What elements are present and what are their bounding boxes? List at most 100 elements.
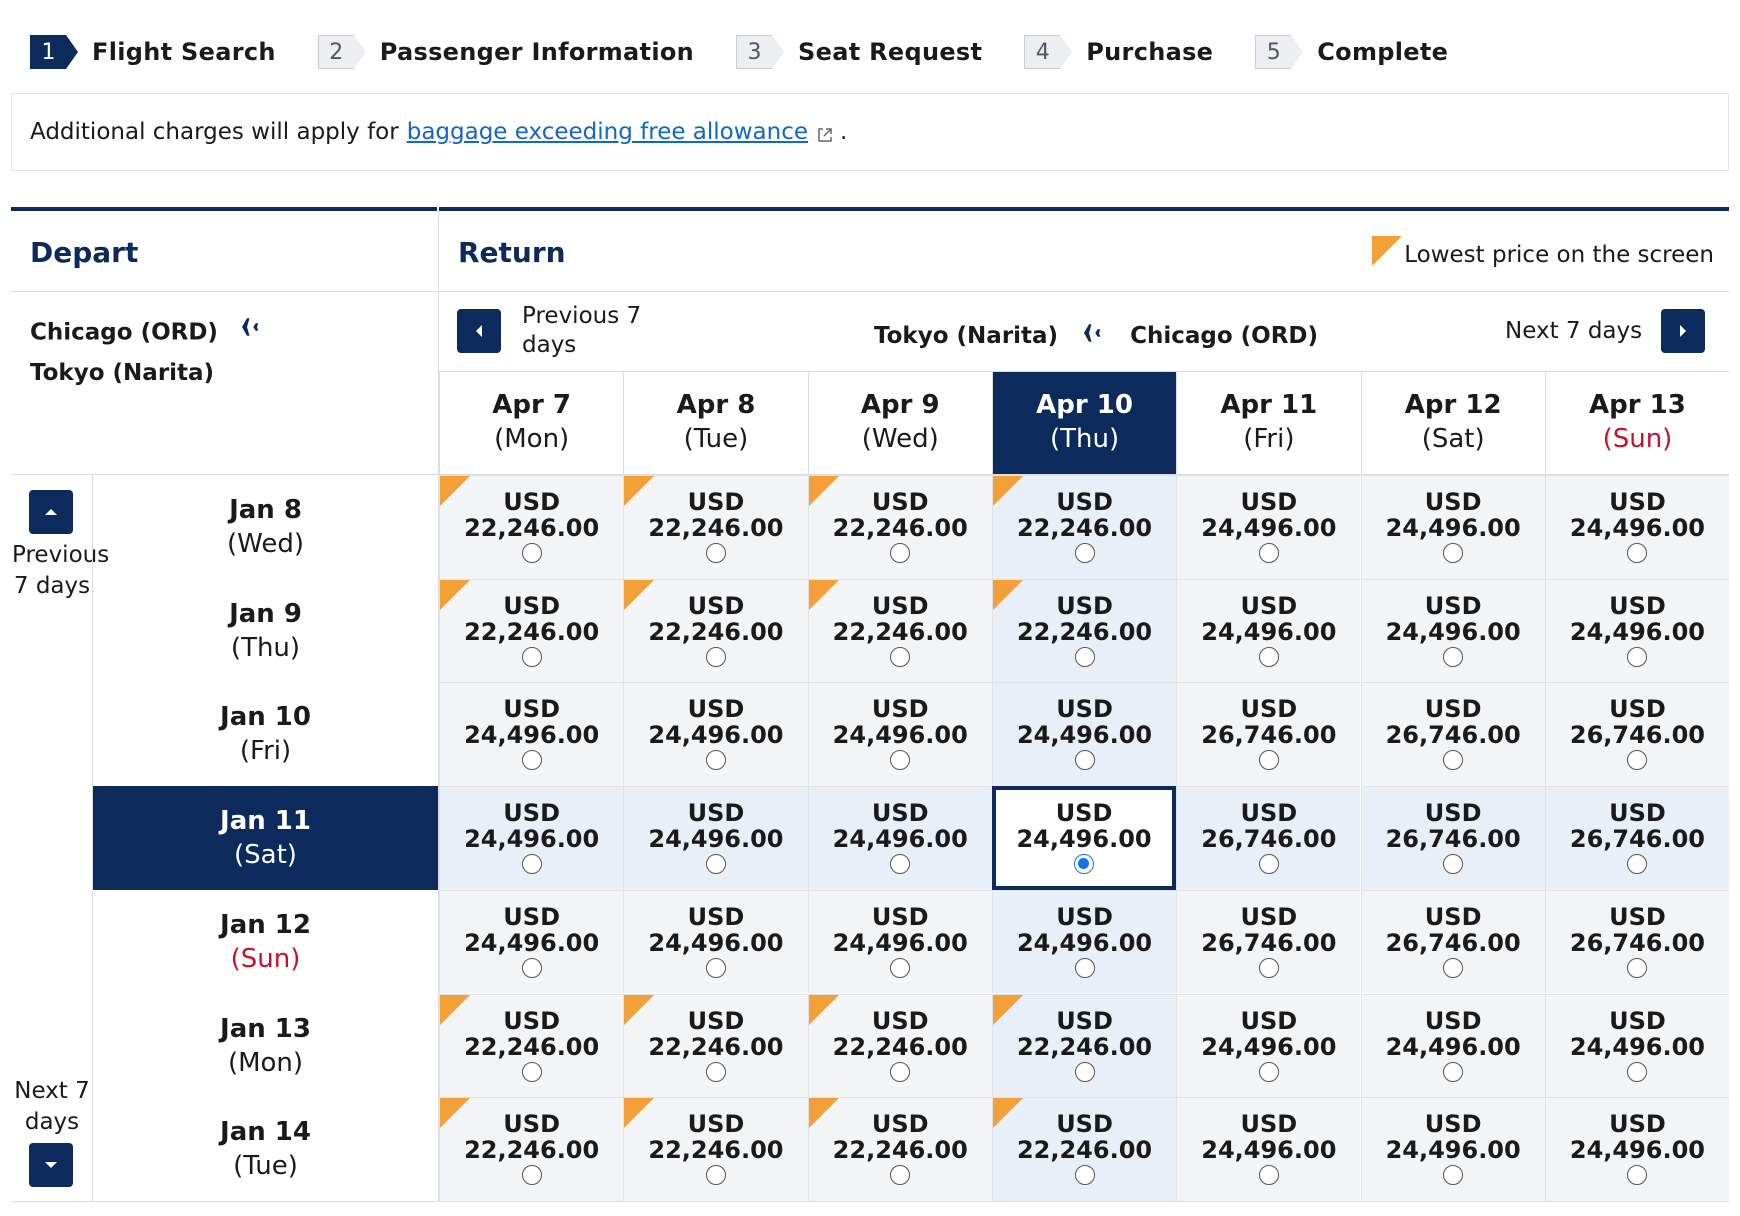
fare-radio[interactable] <box>1627 1165 1648 1186</box>
fare-cell[interactable]: USD 24,496.00 <box>1360 578 1545 683</box>
fare-cell[interactable]: USD 26,746.00 <box>1176 889 1361 994</box>
fare-radio[interactable] <box>521 854 542 875</box>
fare-cell[interactable]: USD 22,246.00 <box>623 993 808 1098</box>
fare-cell[interactable]: USD 22,246.00 <box>623 1097 808 1201</box>
fare-radio[interactable] <box>1074 750 1095 771</box>
fare-cell[interactable]: USD 24,496.00 <box>1176 993 1361 1098</box>
fare-radio[interactable] <box>1258 543 1279 563</box>
fare-radio[interactable] <box>1443 750 1464 771</box>
fare-radio[interactable] <box>1074 543 1095 563</box>
fare-radio[interactable] <box>1074 646 1095 667</box>
fare-cell[interactable]: USD 26,746.00 <box>1544 682 1730 787</box>
fare-cell[interactable]: USD 24,496.00 <box>1544 993 1730 1098</box>
fare-cell[interactable]: USD 24,496.00 <box>623 889 808 994</box>
fare-radio[interactable] <box>705 1061 726 1082</box>
fare-radio[interactable] <box>1258 1165 1279 1186</box>
fare-radio[interactable] <box>1443 543 1464 563</box>
fare-radio[interactable] <box>890 957 911 978</box>
fare-cell[interactable]: USD 22,246.00 <box>807 475 992 579</box>
fare-cell[interactable]: USD 22,246.00 <box>991 475 1177 579</box>
fare-cell[interactable]: USD 26,746.00 <box>1544 786 1730 890</box>
fare-radio[interactable] <box>890 1165 911 1186</box>
fare-radio[interactable] <box>705 543 726 563</box>
fare-cell[interactable]: USD 22,246.00 <box>439 475 624 579</box>
fare-cell[interactable]: USD 24,496.00 <box>991 889 1177 994</box>
fare-cell[interactable]: USD 24,496.00 <box>1544 475 1730 579</box>
fare-cell[interactable]: USD 24,496.00 <box>623 786 808 890</box>
fare-radio[interactable] <box>1443 957 1464 978</box>
fare-cell[interactable]: USD 26,746.00 <box>1360 682 1545 787</box>
fare-radio[interactable] <box>1258 854 1279 875</box>
fare-cell[interactable]: USD 22,246.00 <box>623 578 808 683</box>
fare-cell[interactable]: USD 24,496.00 <box>439 889 624 994</box>
fare-radio[interactable] <box>521 1061 542 1082</box>
fare-cell[interactable]: USD 22,246.00 <box>439 1097 624 1201</box>
fare-cell[interactable]: USD 22,246.00 <box>623 475 808 579</box>
return-next-label[interactable]: Next 7 days <box>1505 318 1643 344</box>
fare-radio[interactable] <box>705 1165 726 1186</box>
fare-cell[interactable]: USD 26,746.00 <box>1176 786 1361 890</box>
fare-cell[interactable]: USD 26,746.00 <box>1544 889 1730 994</box>
fare-radio[interactable] <box>1627 750 1648 771</box>
fare-radio[interactable] <box>1258 957 1279 978</box>
fare-cell[interactable]: USD 26,746.00 <box>1176 682 1361 787</box>
fare-radio[interactable] <box>1443 1061 1464 1082</box>
fare-radio[interactable] <box>521 543 542 563</box>
return-next-button[interactable] <box>1661 309 1705 353</box>
fare-cell[interactable]: USD 22,246.00 <box>807 1097 992 1201</box>
baggage-allowance-link[interactable]: baggage exceeding free allowance <box>406 119 809 145</box>
fare-radio[interactable] <box>705 854 726 875</box>
fare-cell[interactable]: USD 24,496.00 <box>807 889 992 994</box>
fare-radio[interactable] <box>890 854 911 875</box>
depart-next-button[interactable] <box>29 1143 73 1187</box>
fare-radio[interactable] <box>1258 1061 1279 1082</box>
fare-cell[interactable]: USD 26,746.00 <box>1360 889 1545 994</box>
fare-cell[interactable]: USD 24,496.00 <box>1360 993 1545 1098</box>
fare-cell[interactable]: USD 24,496.00 <box>807 786 992 890</box>
fare-radio[interactable] <box>890 646 911 667</box>
fare-cell[interactable]: USD 22,246.00 <box>439 993 624 1098</box>
depart-previous-button[interactable] <box>29 490 73 534</box>
fare-cell[interactable]: USD 24,496.00 <box>623 682 808 787</box>
fare-radio[interactable] <box>1258 646 1279 667</box>
fare-radio[interactable] <box>521 957 542 978</box>
fare-radio[interactable] <box>521 1165 542 1186</box>
fare-radio[interactable] <box>1627 854 1648 875</box>
fare-radio[interactable] <box>1074 1165 1095 1186</box>
return-previous-label[interactable]: Previous 7 days <box>522 303 642 358</box>
fare-radio[interactable] <box>890 1061 911 1082</box>
fare-cell[interactable]: USD 22,246.00 <box>991 993 1177 1098</box>
fare-cell[interactable]: USD 22,246.00 <box>807 578 992 683</box>
fare-cell[interactable]: USD 24,496.00 <box>439 682 624 787</box>
fare-radio[interactable] <box>890 750 911 771</box>
fare-radio[interactable] <box>705 646 726 667</box>
fare-radio[interactable] <box>705 750 726 771</box>
fare-cell[interactable]: USD 24,496.00 <box>807 682 992 787</box>
fare-cell[interactable]: USD 22,246.00 <box>991 1097 1177 1201</box>
fare-cell[interactable]: USD 22,246.00 <box>439 578 624 683</box>
fare-radio[interactable] <box>1258 750 1279 771</box>
fare-cell[interactable]: USD 24,496.00 <box>1544 578 1730 683</box>
fare-cell[interactable]: USD 26,746.00 <box>1360 786 1545 890</box>
fare-cell[interactable]: USD 24,496.00 <box>1360 475 1545 579</box>
fare-radio[interactable] <box>705 957 726 978</box>
depart-next-label[interactable]: Next 7 days <box>14 1078 90 1135</box>
fare-radio[interactable] <box>1627 1061 1648 1082</box>
fare-radio[interactable] <box>890 543 911 563</box>
fare-cell[interactable]: USD 24,496.00 <box>1176 475 1361 579</box>
fare-radio[interactable] <box>1443 646 1464 667</box>
fare-cell[interactable]: USD 24,496.00 <box>991 682 1177 787</box>
fare-cell[interactable]: USD 24,496.00 <box>1360 1097 1545 1201</box>
fare-radio[interactable] <box>1074 854 1095 875</box>
fare-radio[interactable] <box>1627 646 1648 667</box>
fare-radio[interactable] <box>1074 1061 1095 1082</box>
fare-radio[interactable] <box>1627 957 1648 978</box>
fare-radio[interactable] <box>521 646 542 667</box>
fare-radio[interactable] <box>1627 543 1648 563</box>
fare-cell[interactable]: USD 22,246.00 <box>807 993 992 1098</box>
depart-previous-label[interactable]: Previous 7 days <box>12 542 110 599</box>
return-previous-button[interactable] <box>457 309 501 353</box>
fare-cell[interactable]: USD 24,496.00 <box>1176 1097 1361 1201</box>
fare-cell[interactable]: USD 24,496.00 <box>991 786 1177 890</box>
fare-radio[interactable] <box>521 750 542 771</box>
